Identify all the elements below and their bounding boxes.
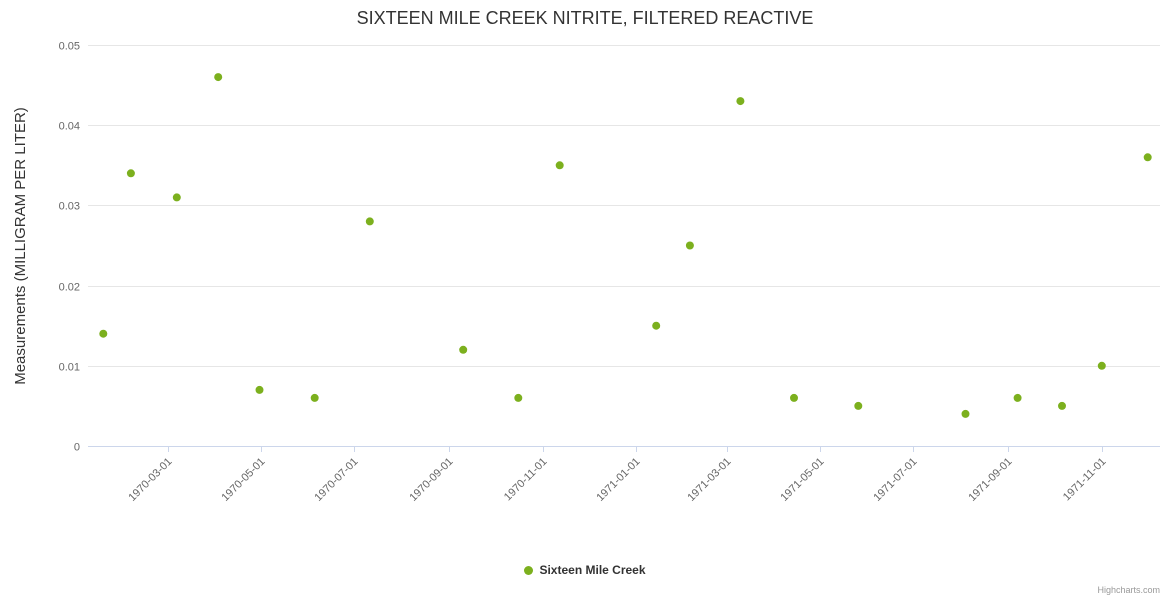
highcharts-credits-link[interactable]: Highcharts.com [1097,585,1160,595]
data-point[interactable] [310,393,319,402]
data-point[interactable] [214,73,223,82]
y-axis-title: Measurements (MILLIGRAM PER LITER) [12,107,29,385]
y-tick-label: 0 [74,442,80,454]
x-tick-label: 1970-05-01 [219,456,267,504]
data-point[interactable] [255,385,264,394]
data-point[interactable] [459,345,468,354]
data-point[interactable] [514,393,523,402]
data-point[interactable] [1058,401,1066,410]
x-tick-label: 1971-05-01 [778,456,826,504]
y-tick-label: 0.01 [59,362,80,374]
data-point[interactable] [854,401,863,410]
y-tick-label: 0.03 [59,201,80,213]
data-point[interactable] [365,217,374,226]
x-tick-label: 1971-09-01 [966,456,1014,504]
legend-label: Sixteen Mile Creek [539,563,646,577]
data-point[interactable] [961,409,970,418]
data-point[interactable] [172,193,181,202]
data-point[interactable] [652,321,661,330]
x-tick-label: 1971-07-01 [871,456,919,504]
y-tick-label: 0.04 [59,121,80,133]
x-tick-label: 1971-01-01 [594,456,642,504]
y-tick-label: 0.05 [59,41,80,53]
data-point[interactable] [99,329,108,338]
y-tick-label: 0.02 [59,282,80,294]
x-tick-label: 1970-07-01 [312,456,360,504]
data-point[interactable] [790,393,798,402]
data-point[interactable] [1143,153,1152,162]
legend-marker-icon [524,565,534,575]
data-point[interactable] [685,241,694,250]
data-point[interactable] [555,161,564,170]
chart-title: SIXTEEN MILE CREEK NITRITE, FILTERED REA… [356,8,814,28]
legend-item[interactable]: Sixteen Mile Creek [0,563,1170,577]
data-point[interactable] [1013,393,1022,402]
x-tick-label: 1970-09-01 [407,456,455,504]
x-tick-label: 1970-11-01 [502,456,550,504]
x-tick-label: 1970-03-01 [126,456,174,504]
data-point[interactable] [1097,361,1106,370]
x-tick-label: 1971-11-01 [1061,456,1109,504]
x-tick-label: 1971-03-01 [685,456,733,504]
data-point[interactable] [736,97,745,106]
data-point[interactable] [126,169,135,178]
